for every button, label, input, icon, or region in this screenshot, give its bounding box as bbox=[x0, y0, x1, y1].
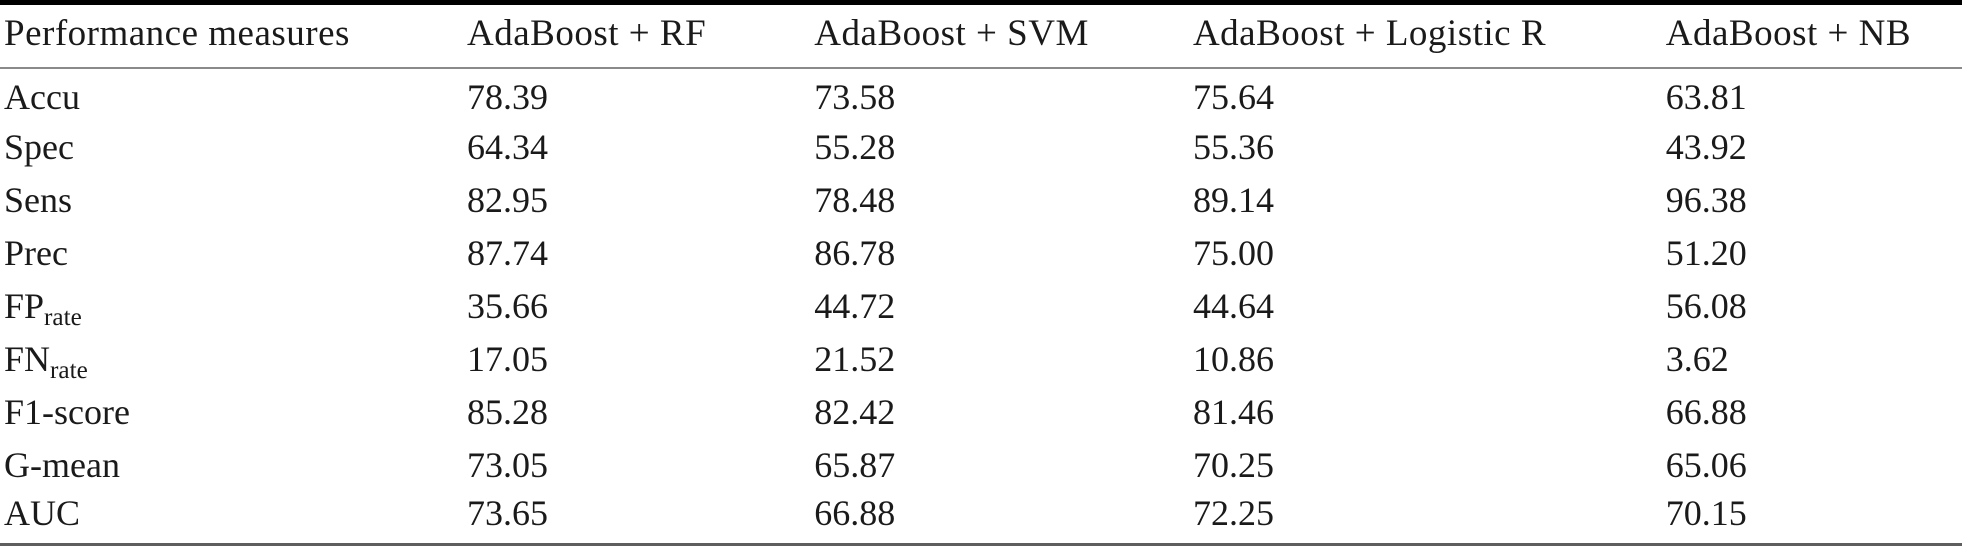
cell-value: 86.78 bbox=[814, 233, 896, 273]
measure-name: AUC bbox=[4, 493, 81, 534]
measure-subscript: rate bbox=[44, 304, 82, 332]
cell-value: 17.05 bbox=[467, 339, 549, 379]
cell-value: 72.25 bbox=[1192, 493, 1274, 534]
cell-value: 56.08 bbox=[1665, 286, 1747, 326]
cell-value: 66.88 bbox=[1665, 392, 1747, 432]
cell-value: 82.42 bbox=[814, 392, 896, 432]
cell-value: 73.05 bbox=[467, 445, 549, 485]
measure-name: Accu bbox=[4, 76, 80, 117]
cell-value: 3.62 bbox=[1665, 339, 1729, 379]
column-header-adaboost-nb: AdaBoost + NB bbox=[1661, 2, 1962, 69]
cell-value: 73.65 bbox=[467, 493, 549, 534]
cell-value: 66.88 bbox=[814, 493, 896, 534]
cell-value: 55.28 bbox=[814, 127, 896, 167]
cell-value: 70.15 bbox=[1665, 493, 1747, 534]
measure-name: FN bbox=[4, 339, 51, 379]
measure-name: G-mean bbox=[4, 445, 120, 485]
cell-value: 65.06 bbox=[1665, 445, 1747, 485]
cell-value: 73.58 bbox=[814, 76, 896, 117]
cell-value: 10.86 bbox=[1192, 339, 1274, 379]
row-label: FNrate bbox=[0, 333, 463, 386]
cell-value: 70.25 bbox=[1192, 445, 1274, 485]
cell-value: 51.20 bbox=[1665, 233, 1747, 273]
measure-name: Sens bbox=[4, 180, 73, 220]
row-label: Prec bbox=[0, 227, 463, 280]
table-row: AUC 73.65 66.88 72.25 70.15 bbox=[0, 492, 1962, 545]
table-row: Spec 64.34 55.28 55.36 43.92 bbox=[0, 121, 1962, 174]
cell-value: 21.52 bbox=[814, 339, 896, 379]
measure-name: F1-score bbox=[4, 392, 130, 432]
cell-value: 82.95 bbox=[467, 180, 549, 220]
row-label: Accu bbox=[0, 68, 463, 121]
cell-value: 35.66 bbox=[467, 286, 549, 326]
measure-name: FP bbox=[4, 286, 45, 326]
row-label: G-mean bbox=[0, 439, 463, 492]
cell-value: 64.34 bbox=[467, 127, 549, 167]
column-header-adaboost-logistic-r: AdaBoost + Logistic R bbox=[1188, 2, 1662, 69]
cell-value: 44.72 bbox=[814, 286, 896, 326]
cell-value: 75.00 bbox=[1192, 233, 1274, 273]
cell-value: 43.92 bbox=[1665, 127, 1747, 167]
row-label: AUC bbox=[0, 492, 463, 545]
cell-value: 55.36 bbox=[1192, 127, 1274, 167]
performance-measures-table: Performance measures AdaBoost + RF AdaBo… bbox=[0, 0, 1962, 546]
cell-value: 81.46 bbox=[1192, 392, 1274, 432]
cell-value: 75.64 bbox=[1192, 76, 1274, 117]
row-label: F1-score bbox=[0, 386, 463, 439]
cell-value: 78.39 bbox=[467, 76, 549, 117]
table-row: Prec 87.74 86.78 75.00 51.20 bbox=[0, 227, 1962, 280]
cell-value: 63.81 bbox=[1665, 76, 1747, 117]
table-row: FNrate 17.05 21.52 10.86 3.62 bbox=[0, 333, 1962, 386]
cell-value: 96.38 bbox=[1665, 180, 1747, 220]
cell-value: 78.48 bbox=[814, 180, 896, 220]
row-label: Sens bbox=[0, 174, 463, 227]
column-header-adaboost-svm: AdaBoost + SVM bbox=[810, 2, 1189, 69]
measure-name: Spec bbox=[4, 127, 74, 167]
table-row: Accu 78.39 73.58 75.64 63.81 bbox=[0, 68, 1962, 121]
table-row: G-mean 73.05 65.87 70.25 65.06 bbox=[0, 439, 1962, 492]
header-row: Performance measures AdaBoost + RF AdaBo… bbox=[0, 2, 1962, 69]
measure-subscript: rate bbox=[50, 357, 88, 385]
table-row: F1-score 85.28 82.42 81.46 66.88 bbox=[0, 386, 1962, 439]
cell-value: 44.64 bbox=[1192, 286, 1274, 326]
column-header-performance-measures: Performance measures bbox=[0, 2, 464, 69]
measure-name: Prec bbox=[4, 233, 68, 273]
table-body: Accu 78.39 73.58 75.64 63.81 Spec 64.34 55.28 55… bbox=[0, 68, 1962, 545]
column-header-adaboost-rf: AdaBoost + RF bbox=[463, 2, 811, 69]
row-label: Spec bbox=[0, 121, 463, 174]
table-row: Sens 82.95 78.48 89.14 96.38 bbox=[0, 174, 1962, 227]
cell-value: 65.87 bbox=[814, 445, 896, 485]
table-header: Performance measures AdaBoost + RF AdaBo… bbox=[0, 2, 1962, 69]
cell-value: 87.74 bbox=[467, 233, 549, 273]
row-label: FPrate bbox=[0, 280, 463, 333]
cell-value: 85.28 bbox=[467, 392, 549, 432]
cell-value: 89.14 bbox=[1192, 180, 1274, 220]
table-row: FPrate 35.66 44.72 44.64 56.08 bbox=[0, 280, 1962, 333]
